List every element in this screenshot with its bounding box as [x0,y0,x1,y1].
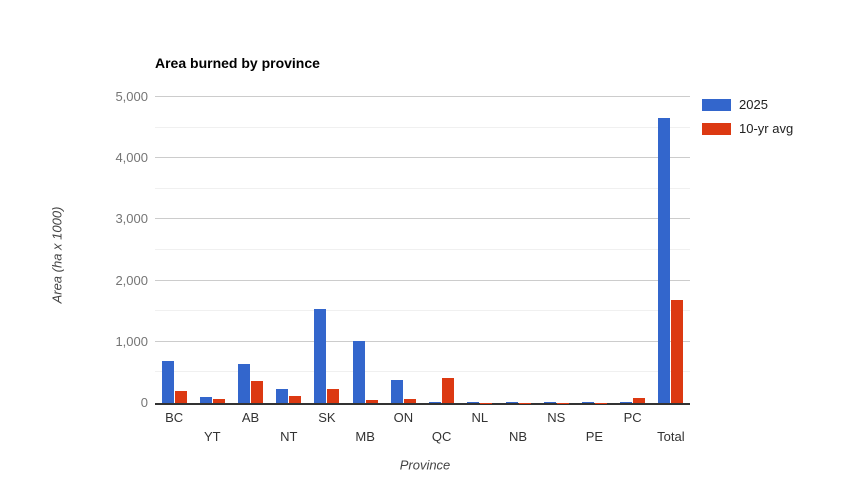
bar-bc-10-yr-avg [174,390,187,403]
bar-nt-2025 [276,388,289,403]
bar-pe-2025 [581,401,594,403]
legend: 2025 10-yr avg [702,97,793,145]
x-tick-label-yt: YT [203,429,221,444]
x-axis-title: Province [399,457,451,473]
bar-group-nb [499,97,537,403]
major-gridline [155,340,690,342]
legend-label: 2025 [739,97,768,112]
bar-group-total [652,97,690,403]
bar-group-pc [614,97,652,403]
y-tick-label: 2,000 [115,272,148,288]
x-tick-label-qc: QC [431,429,452,444]
bar-total-10-yr-avg [671,299,684,403]
bar-yt-10-yr-avg [212,398,225,403]
bar-qc-2025 [429,401,442,403]
bar-total-2025 [658,117,671,403]
bar-qc-10-yr-avg [442,377,455,403]
legend-item: 2025 [702,97,793,112]
bar-on-10-yr-avg [403,399,416,403]
minor-gridline [155,310,690,312]
bar-pc-2025 [620,402,633,403]
bar-nl-2025 [467,402,480,403]
y-tick-label: 1,000 [115,333,148,349]
x-axis-line [155,403,690,405]
x-tick-label-ns: NS [547,410,566,425]
bar-mb-10-yr-avg [365,399,378,403]
y-tick-label: 3,000 [115,211,148,227]
bar-ns-2025 [543,402,556,403]
x-tick-label-sk: SK [318,410,336,425]
plot-area [155,96,690,405]
bar-group-ab [231,97,269,403]
bar-group-nl [461,97,499,403]
bar-sk-10-yr-avg [327,388,340,403]
legend-item: 10-yr avg [702,121,793,136]
bar-bc-2025 [161,360,174,403]
bar-pc-10-yr-avg [633,397,646,403]
y-tick-label: 4,000 [115,150,148,166]
bar-group-nt [270,97,308,403]
bar-on-2025 [390,379,403,403]
x-tick-label-nt: NT [280,429,298,444]
bar-group-mb [346,97,384,403]
minor-gridline [155,249,690,250]
major-gridline [155,279,690,281]
y-tick-label: 5,000 [115,89,148,104]
minor-gridline [155,371,690,373]
bar-group-sk [308,97,346,403]
x-tick-label-nl: NL [471,410,489,425]
minor-gridline [155,187,690,189]
bar-group-pe [575,97,613,403]
legend-swatch [702,98,731,111]
chart-title: Area burned by province [155,55,320,71]
major-gridline [155,157,690,159]
bar-group-ns [537,97,575,403]
x-tick-label-pc: PC [623,410,642,425]
bar-ab-10-yr-avg [251,380,264,403]
bar-mb-2025 [352,340,365,403]
major-gridline [155,96,690,97]
x-tick-label-ab: AB [241,410,260,425]
bar-group-yt [193,97,231,403]
minor-gridline [155,126,690,128]
bar-group-bc [155,97,193,403]
bar-ab-2025 [238,363,251,403]
bar-yt-2025 [199,397,212,403]
x-tick-label-mb: MB [355,429,375,444]
bar-group-qc [423,97,461,403]
x-tick-label-on: ON [393,410,414,425]
x-tick-label-pe: PE [585,429,604,444]
bar-sk-2025 [314,308,327,403]
x-tick-label-nb: NB [508,429,528,444]
bar-nb-2025 [505,402,518,403]
bar-nt-10-yr-avg [289,395,302,403]
x-tick-label-bc: BC [165,410,184,425]
x-tick-label-total: Total [657,429,685,444]
legend-swatch [702,122,731,135]
legend-label: 10-yr avg [739,121,794,136]
y-tick-label: 0 [140,395,148,410]
major-gridline [155,218,690,220]
bar-group-on [384,97,422,403]
